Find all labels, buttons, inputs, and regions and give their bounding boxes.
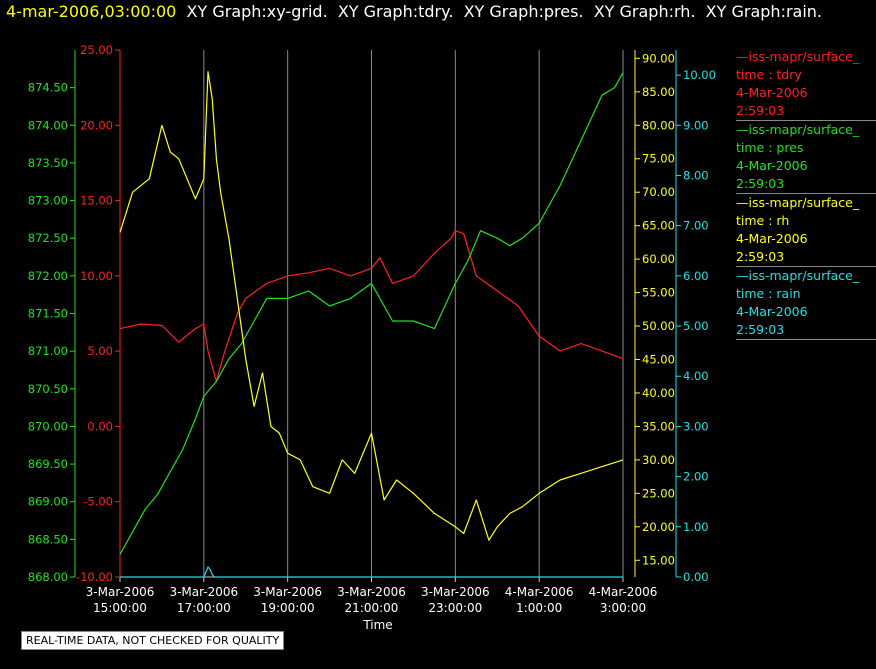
y-tick-label-tdry: 15.00: [80, 194, 113, 208]
x-tick-label: 19:00:00: [261, 601, 315, 615]
y-tick-label-rain: 2.00: [683, 470, 709, 484]
legend-source: —iss-mapr/surface_: [736, 268, 860, 283]
y-tick-label-pres: 871.00: [28, 344, 68, 358]
y-tick-label-pres: 874.00: [28, 118, 68, 132]
graph-title-pres: XY Graph:pres.: [463, 2, 584, 21]
legend-variable: time : pres: [736, 140, 804, 155]
y-tick-label-tdry: 0.00: [87, 419, 113, 433]
y-tick-label-rain: 5.00: [683, 319, 709, 333]
y-tick-label-rain: 3.00: [683, 419, 709, 433]
y-tick-label-rh: 65.00: [642, 219, 675, 233]
y-tick-label-rh: 60.00: [642, 252, 675, 266]
x-tick-label: 15:00:00: [93, 601, 147, 615]
legend-date: 4-Mar-2006: [736, 158, 808, 173]
x-tick-label: 4-Mar-2006: [589, 585, 658, 599]
x-tick-label: 4-Mar-2006: [505, 585, 574, 599]
x-tick-label: 21:00:00: [345, 601, 399, 615]
series-line-tdry: [119, 230, 624, 382]
y-tick-label-rh: 70.00: [642, 185, 675, 199]
y-tick-label-pres: 871.50: [28, 307, 68, 321]
y-tick-label-rain: 6.00: [683, 269, 709, 283]
y-tick-label-tdry: -10.00: [76, 570, 113, 584]
legend-date: 4-Mar-2006: [736, 85, 808, 100]
y-tick-label-pres: 870.00: [28, 419, 68, 433]
y-tick-label-tdry: 10.00: [80, 269, 113, 283]
y-tick-label-pres: 872.50: [28, 231, 68, 245]
graph-title-tdry: XY Graph:tdry.: [337, 2, 454, 21]
legend-time: 2:59:03: [736, 176, 785, 191]
x-tick-label: 3:00:00: [600, 601, 646, 615]
y-tick-label-rh: 20.00: [642, 520, 675, 534]
x-tick-label: 3-Mar-2006: [253, 585, 322, 599]
x-tick-label: 3-Mar-2006: [421, 585, 490, 599]
y-tick-label-pres: 868.50: [28, 532, 68, 546]
graph-title-rain: XY Graph:rain.: [705, 2, 823, 21]
y-tick-label-pres: 869.50: [28, 457, 68, 471]
y-tick-label-rh: 90.00: [642, 51, 675, 65]
series-line-pres: [119, 72, 624, 555]
y-tick-label-rain: 0.00: [683, 570, 709, 584]
y-tick-label-pres: 868.00: [28, 570, 68, 584]
legend-source: —iss-mapr/surface_: [736, 122, 860, 137]
x-tick-label: 1:00:00: [516, 601, 562, 615]
y-tick-label-rain: 4.00: [683, 369, 709, 383]
y-tick-label-rh: 30.00: [642, 453, 675, 467]
y-tick-label-rh: 75.00: [642, 152, 675, 166]
legend-time: 2:59:03: [736, 322, 785, 337]
y-tick-label-rh: 25.00: [642, 486, 675, 500]
legend-variable: time : rain: [736, 286, 801, 301]
quality-notice: REAL-TIME DATA, NOT CHECKED FOR QUALITY: [21, 631, 285, 650]
y-tick-label-rain: 7.00: [683, 219, 709, 233]
y-tick-label-rh: 50.00: [642, 319, 675, 333]
legend: —iss-mapr/surface_ time : tdry 4-Mar-200…: [736, 48, 876, 340]
y-tick-label-tdry: 20.00: [80, 118, 113, 132]
y-tick-label-rh: 80.00: [642, 118, 675, 132]
x-tick-label: 23:00:00: [428, 601, 482, 615]
y-tick-label-pres: 873.50: [28, 156, 68, 170]
x-axis-title: Time: [362, 618, 392, 632]
legend-entry-tdry: —iss-mapr/surface_ time : tdry 4-Mar-200…: [736, 48, 876, 121]
graph-title-rh: XY Graph:rh.: [593, 2, 696, 21]
legend-date: 4-Mar-2006: [736, 304, 808, 319]
y-tick-label-rh: 45.00: [642, 353, 675, 367]
y-tick-label-rh: 40.00: [642, 386, 675, 400]
legend-time: 2:59:03: [736, 249, 785, 264]
legend-time: 2:59:03: [736, 103, 785, 118]
y-tick-label-rain: 8.00: [683, 168, 709, 182]
y-tick-label-rain: 1.00: [683, 520, 709, 534]
legend-date: 4-Mar-2006: [736, 231, 808, 246]
x-tick-label: 3-Mar-2006: [169, 585, 238, 599]
timestamp: 4-mar-2006,03:00:00: [6, 2, 177, 21]
y-tick-label-tdry: 25.00: [80, 43, 113, 57]
graph-title-xy-grid: XY Graph:xy-grid.: [186, 2, 328, 21]
y-tick-label-tdry: -5.00: [83, 495, 113, 509]
legend-source: —iss-mapr/surface_: [736, 49, 860, 64]
x-tick-label: 17:00:00: [177, 601, 231, 615]
y-tick-label-rh: 15.00: [642, 553, 675, 567]
y-tick-label-pres: 874.50: [28, 81, 68, 95]
x-tick-label: 3-Mar-2006: [86, 585, 155, 599]
y-tick-label-pres: 870.50: [28, 382, 68, 396]
x-tick-label: 3-Mar-2006: [337, 585, 406, 599]
y-tick-label-pres: 869.00: [28, 495, 68, 509]
y-tick-label-tdry: 5.00: [87, 344, 113, 358]
y-tick-label-pres: 873.00: [28, 194, 68, 208]
legend-variable: time : rh: [736, 213, 790, 228]
y-tick-label-rh: 35.00: [642, 419, 675, 433]
legend-entry-rain: —iss-mapr/surface_ time : rain 4-Mar-200…: [736, 267, 876, 340]
series-line-rh: [119, 71, 624, 541]
legend-entry-rh: —iss-mapr/surface_ time : rh 4-Mar-2006 …: [736, 194, 876, 267]
y-tick-label-rh: 55.00: [642, 286, 675, 300]
series-line-rain: [120, 566, 623, 578]
header-bar: 4-mar-2006,03:00:00 XY Graph:xy-grid. XY…: [6, 2, 822, 24]
legend-source: —iss-mapr/surface_: [736, 195, 860, 210]
y-tick-label-rain: 9.00: [683, 118, 709, 132]
y-tick-label-rain: 10.00: [683, 68, 716, 82]
y-tick-label-rh: 85.00: [642, 85, 675, 99]
y-tick-label-pres: 872.00: [28, 269, 68, 283]
legend-variable: time : tdry: [736, 67, 802, 82]
legend-entry-pres: —iss-mapr/surface_ time : pres 4-Mar-200…: [736, 121, 876, 194]
